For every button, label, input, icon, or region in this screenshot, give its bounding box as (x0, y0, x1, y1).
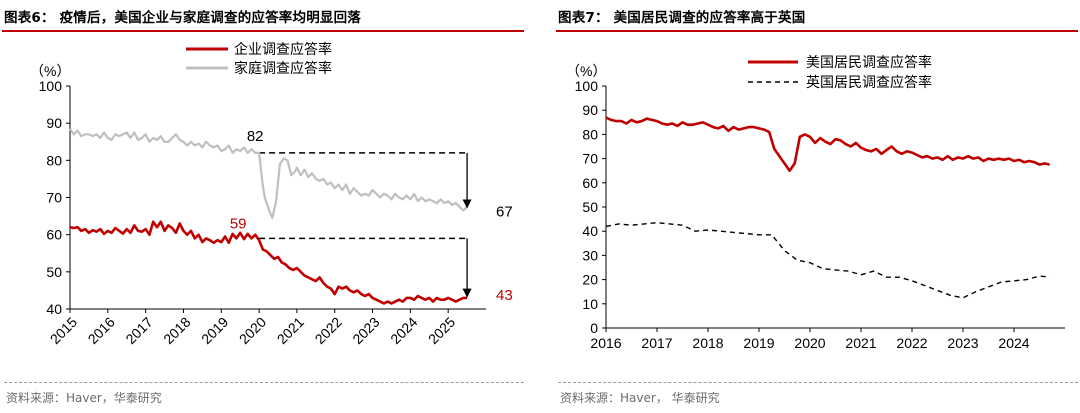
right-x-tick-label: 2023 (947, 335, 978, 351)
right-y-tick-label: 20 (582, 272, 598, 288)
right-x-tick-label: 2021 (845, 335, 876, 351)
left-x-tick-label: 2022 (312, 314, 345, 347)
left-x-tick-label: 2019 (198, 314, 231, 347)
left-x-tick-label: 2015 (47, 314, 80, 347)
left-x-tick-label: 2024 (387, 314, 420, 347)
right-x-tick-label: 2017 (641, 335, 672, 351)
right-y-tick-label: 80 (582, 126, 598, 142)
right-legend-label-uk: 英国居民调查应答率 (806, 74, 932, 90)
left-x-tick-label: 2020 (236, 314, 269, 347)
right-unit-label: （%） (566, 63, 606, 79)
right-x-tick-label: 2019 (743, 335, 774, 351)
right-y-tick-label: 40 (582, 223, 598, 239)
left-y-tick-label: 60 (46, 227, 62, 243)
right-x-tick-label: 2020 (794, 335, 825, 351)
left-y-tick-label: 50 (46, 264, 62, 280)
right-y-tick-label: 10 (582, 296, 598, 312)
right-title-rule (556, 30, 1078, 32)
right-y-tick-label: 0 (590, 320, 598, 336)
left-footer-rule (4, 382, 524, 384)
right-legend-label-us: 美国居民调查应答率 (806, 54, 932, 70)
right-chart: （%） 0 10 20 30 40 50 60 70 80 90 100 2016 2017 2018 201… (566, 54, 1065, 351)
left-x-tick-label: 2021 (274, 314, 307, 347)
right-source: 资料来源：Haver， 华泰研究 (560, 391, 720, 405)
right-x-tick-label: 2024 (998, 335, 1029, 351)
left-end-label-business: 43 (496, 287, 513, 304)
right-x-tick-label: 2022 (896, 335, 927, 351)
right-x-tick-label: 2018 (692, 335, 723, 351)
left-legend-label-household: 家庭调查应答率 (234, 60, 332, 76)
left-series-line-household (69, 128, 468, 219)
right-series-line-us (605, 116, 1050, 172)
left-title-rule (2, 30, 524, 32)
right-y-tick-label: 90 (582, 102, 598, 118)
right-panel-title: 图表7： 美国居民调查的应答率高于英国 (558, 10, 806, 26)
right-y-tick-label: 70 (582, 151, 598, 167)
right-footer-rule (558, 382, 1078, 384)
left-x-tick-label: 2023 (349, 314, 382, 347)
right-y-tick-label: 30 (582, 247, 598, 263)
left-y-tick-label: 80 (46, 152, 62, 168)
left-source: 资料来源：Haver，华泰研究 (6, 391, 162, 405)
left-y-tick-label: 100 (39, 78, 63, 94)
left-y-tick-label: 40 (46, 301, 62, 317)
right-series-line-uk (605, 222, 1050, 299)
left-series-line-business (69, 220, 468, 305)
left-unit-label: （%） (30, 63, 70, 79)
right-y-tick-label: 60 (582, 175, 598, 191)
left-annotation-business-peak: 59 (230, 215, 247, 232)
left-x-tick-label: 2016 (85, 314, 118, 347)
left-x-tick-label: 2017 (122, 314, 155, 347)
left-y-tick-label: 90 (46, 115, 62, 131)
left-y-tick-label: 70 (46, 190, 62, 206)
right-y-tick-label: 50 (582, 199, 598, 215)
right-y-tick-label: 100 (575, 78, 599, 94)
left-x-tick-label: 2018 (160, 314, 193, 347)
left-panel-title: 图表6： 疫情后，美国企业与家庭调查的应答率均明显回落 (4, 10, 361, 26)
left-annotation-household-peak: 82 (247, 128, 264, 145)
left-legend-label-business: 企业调查应答率 (234, 41, 332, 57)
left-x-tick-label: 2025 (425, 314, 458, 347)
right-x-tick-label: 2016 (590, 335, 621, 351)
left-end-label-household: 67 (496, 204, 513, 221)
